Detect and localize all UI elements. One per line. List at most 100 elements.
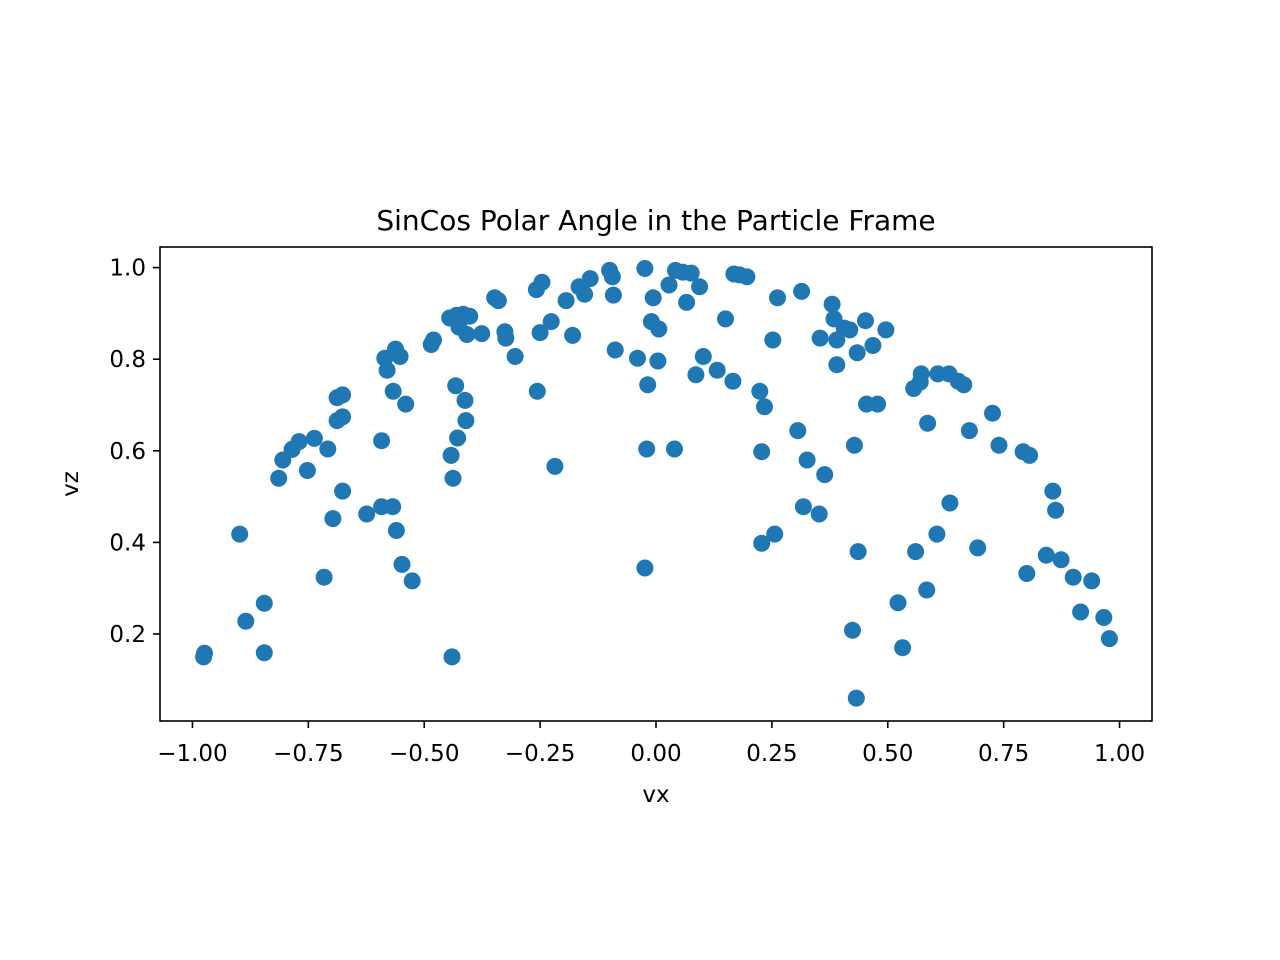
data-point-36 — [442, 446, 460, 464]
data-point-80 — [666, 440, 683, 458]
data-point-48 — [473, 325, 491, 343]
data-point-97 — [764, 331, 782, 349]
data-point-34 — [425, 331, 442, 349]
data-point-27 — [387, 522, 405, 539]
data-point-124 — [894, 639, 912, 657]
data-point-14 — [324, 510, 342, 528]
x-axis-label: vx — [642, 782, 669, 808]
data-point-112 — [841, 321, 859, 339]
data-point-6 — [270, 469, 288, 487]
data-point-94 — [753, 443, 771, 461]
data-point-26 — [384, 498, 402, 516]
axis-ticks: −1.00 −0.75 −0.50 −0.25 0.00 0.25 0.50 0.75 1.00… — [109, 256, 1145, 767]
x-tick-label-8: 1.00 — [1094, 741, 1145, 767]
data-point-123 — [889, 594, 907, 612]
data-point-63 — [576, 285, 594, 303]
data-point-82 — [678, 293, 696, 311]
data-point-1 — [196, 644, 213, 662]
data-point-93 — [751, 382, 769, 400]
data-point-19 — [334, 482, 352, 500]
data-point-121 — [869, 395, 887, 413]
data-point-68 — [606, 341, 624, 359]
data-point-4 — [255, 594, 273, 612]
data-point-137 — [960, 422, 978, 440]
data-point-98 — [766, 525, 784, 543]
data-point-53 — [506, 348, 524, 365]
x-tick-label-5: 0.25 — [746, 741, 797, 767]
data-point-71 — [636, 559, 654, 577]
data-point-58 — [542, 313, 560, 331]
data-point-134 — [941, 494, 959, 512]
data-point-78 — [660, 276, 678, 294]
data-point-138 — [969, 539, 987, 557]
data-point-103 — [798, 451, 816, 469]
data-point-115 — [847, 689, 865, 707]
data-point-140 — [990, 436, 1008, 454]
data-point-2 — [231, 525, 249, 543]
data-point-61 — [564, 326, 582, 344]
data-point-99 — [769, 289, 786, 307]
data-point-13 — [319, 440, 337, 458]
data-point-59 — [546, 457, 564, 475]
data-point-24 — [378, 361, 396, 379]
data-point-136 — [955, 376, 973, 394]
data-point-40 — [447, 377, 465, 395]
data-point-148 — [1064, 568, 1082, 586]
data-point-20 — [358, 505, 376, 523]
data-point-113 — [844, 621, 861, 639]
data-point-87 — [708, 361, 726, 379]
data-point-45 — [457, 412, 475, 430]
data-point-67 — [604, 286, 622, 304]
data-point-41 — [449, 429, 467, 447]
data-point-64 — [581, 270, 599, 288]
data-point-47 — [461, 307, 479, 325]
data-point-142 — [1018, 565, 1036, 582]
data-point-144 — [1037, 546, 1055, 564]
x-tick-label-0: −1.00 — [157, 741, 227, 767]
data-point-5 — [255, 644, 273, 662]
data-point-44 — [456, 391, 474, 409]
data-point-69 — [629, 349, 646, 367]
y-tick-label-2: 0.6 — [109, 439, 146, 465]
y-tick-label-3: 0.8 — [109, 347, 146, 373]
data-point-60 — [557, 292, 575, 310]
data-point-150 — [1083, 572, 1101, 590]
data-point-86 — [694, 348, 712, 365]
data-point-151 — [1095, 609, 1113, 626]
data-point-46 — [458, 326, 476, 343]
data-point-29 — [391, 348, 409, 365]
data-point-120 — [864, 337, 882, 354]
data-point-152 — [1100, 630, 1118, 648]
y-tick-label-4: 1.0 — [109, 256, 146, 282]
data-point-105 — [811, 329, 829, 347]
data-point-72 — [638, 440, 656, 458]
data-point-96 — [756, 398, 773, 416]
data-point-84 — [687, 366, 705, 384]
data-point-37 — [444, 469, 462, 487]
data-point-85 — [691, 278, 709, 296]
axes-frame — [159, 246, 1153, 722]
x-tick-label-1: −0.75 — [273, 741, 343, 767]
data-point-122 — [877, 321, 895, 339]
x-tick-label-2: −0.50 — [389, 741, 459, 767]
data-point-32 — [403, 572, 421, 590]
data-point-3 — [237, 612, 255, 630]
data-point-128 — [912, 365, 930, 383]
data-point-104 — [810, 505, 828, 523]
data-point-83 — [682, 264, 700, 282]
x-tick-label-3: −0.25 — [505, 741, 575, 767]
data-point-139 — [984, 404, 1001, 422]
data-point-12 — [315, 568, 333, 586]
x-tick-label-7: 0.75 — [978, 741, 1029, 767]
y-tick-label-1: 0.4 — [109, 530, 146, 556]
y-tick-label-0: 0.2 — [109, 622, 146, 648]
data-point-9 — [290, 433, 308, 451]
data-point-110 — [828, 356, 846, 374]
x-tick-label-4: 0.00 — [630, 741, 681, 767]
data-point-149 — [1072, 603, 1090, 621]
data-point-116 — [848, 344, 866, 362]
data-point-147 — [1052, 551, 1070, 569]
data-point-88 — [717, 310, 734, 328]
data-point-70 — [636, 260, 654, 277]
